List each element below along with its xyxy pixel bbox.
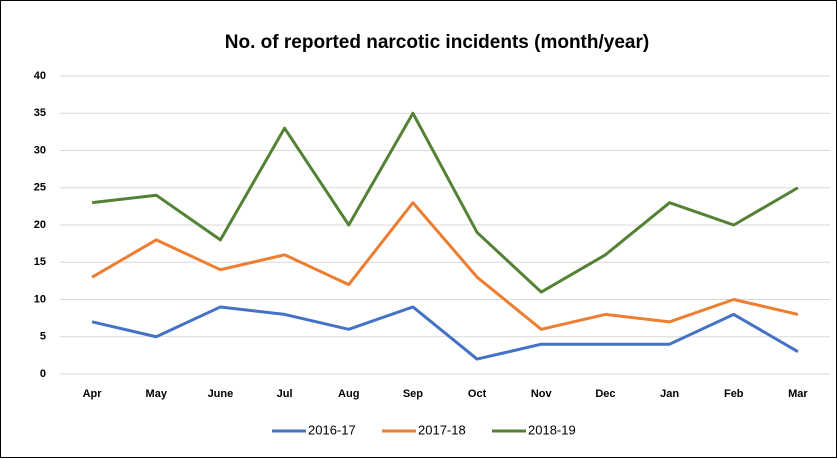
x-tick-label: Oct (468, 388, 487, 400)
x-tick-label: May (146, 388, 168, 400)
x-tick-label: Aug (338, 388, 359, 400)
x-tick-label: Nov (531, 388, 553, 400)
series-line (91, 201, 799, 331)
x-tick-label: Mar (788, 388, 808, 400)
y-tick-label: 40 (34, 70, 46, 82)
x-tick-label: June (208, 388, 234, 400)
x-tick-label: Dec (595, 388, 615, 400)
y-tick-label: 30 (34, 144, 46, 156)
legend-label: 2017-18 (418, 422, 466, 437)
y-tick-label: 15 (34, 256, 46, 268)
series-line (91, 111, 799, 294)
x-tick-label: Jul (277, 388, 293, 400)
x-tick-label: Apr (83, 388, 103, 400)
legend-label: 2016-17 (308, 422, 356, 437)
x-tick-label: Sep (403, 388, 423, 400)
y-tick-label: 5 (40, 331, 46, 343)
y-tick-label: 25 (34, 182, 46, 194)
y-tick-label: 35 (34, 107, 46, 119)
y-tick-label: 20 (34, 219, 46, 231)
chart-title: No. of reported narcotic incidents (mont… (225, 32, 649, 53)
x-tick-label: Jan (660, 388, 679, 400)
y-tick-label: 10 (34, 293, 46, 305)
y-tick-label: 0 (40, 368, 46, 380)
legend-label: 2018-19 (528, 422, 576, 437)
series-line (91, 305, 799, 361)
x-tick-label: Feb (724, 388, 744, 400)
